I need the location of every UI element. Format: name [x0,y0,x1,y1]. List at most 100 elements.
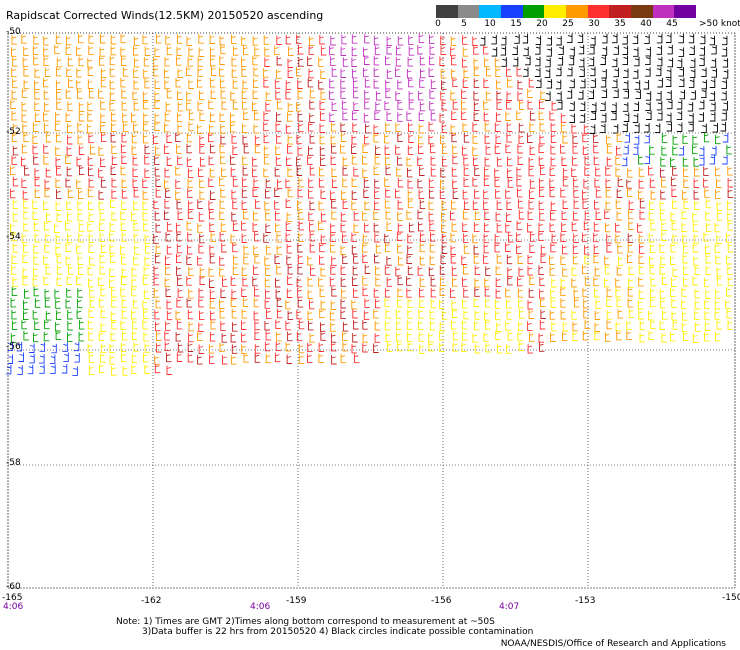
wind-barb [342,199,349,210]
wind-barb [29,353,35,364]
wind-barb [187,309,194,320]
wind-barb [716,201,723,211]
wind-barb [242,135,248,145]
wind-barb [656,100,663,111]
wind-barb [430,232,436,242]
wind-barb [406,332,413,342]
wind-barb [529,179,536,189]
wind-barb [176,144,182,154]
colorbar-swatch [587,5,610,18]
wind-barb [144,343,151,353]
wind-barb [716,320,722,330]
wind-barb [562,199,569,209]
wind-barb [143,266,150,276]
wind-barb [353,167,359,177]
wind-barb [307,342,313,353]
wind-barb [142,275,149,286]
wind-barb [418,111,425,121]
wind-barb [77,211,83,222]
wind-barb [353,288,359,298]
wind-barb [483,78,489,88]
wind-barb [307,310,313,321]
wind-barb [617,309,624,319]
wind-barb [341,100,348,110]
wind-barb [187,168,194,178]
wind-barb [727,166,733,176]
wind-barb [474,344,481,354]
wind-barb [188,200,194,211]
wind-barb [650,276,656,287]
wind-barb [660,157,666,167]
wind-barb [297,288,303,298]
wind-barb [634,56,640,67]
wind-barb [352,78,359,89]
wind-barb [384,265,391,275]
wind-barb [252,222,258,232]
wind-barb [408,35,414,45]
wind-barb [285,341,292,352]
wind-barb [164,341,171,352]
wind-barb [43,255,49,265]
wind-barb [518,309,525,319]
wind-barb [351,200,357,211]
wind-barb [529,122,535,132]
wind-barb [408,122,414,133]
wind-barb [721,90,727,101]
wind-barb [55,310,62,320]
wind-barb [186,276,192,286]
wind-barb [374,200,380,211]
wind-barb [396,332,402,342]
wind-barb [726,309,732,319]
wind-barb [252,157,258,167]
wind-barb [659,320,666,330]
wind-barb [514,34,520,44]
wind-barb [611,110,617,121]
wind-barb [462,277,468,287]
wind-barb [175,165,181,176]
wind-barb [659,243,665,253]
wind-barb [593,253,599,264]
wind-barb [12,212,19,222]
wind-barb [590,78,596,88]
wind-barb [600,123,606,134]
wind-barb [727,178,734,188]
wind-barb [66,166,73,177]
colorbar-tick-label: 45 [666,19,678,29]
wind-barb [362,47,369,57]
wind-barb [62,342,68,352]
wind-barb [650,288,656,298]
wind-barb [243,45,249,56]
wind-barb [485,145,492,155]
wind-barb [627,187,633,198]
wind-barb [199,144,205,154]
wind-barb [110,165,117,175]
wind-barb [199,135,205,145]
wind-barb [683,178,689,188]
wind-barb [241,123,248,133]
wind-barb [87,200,94,211]
wind-barb [602,33,608,44]
wind-barb [222,355,228,365]
wind-barb [32,122,39,132]
wind-barb [473,58,479,68]
wind-barb [572,331,578,342]
wind-barb [243,245,249,255]
wind-barb [153,66,159,77]
wind-barb [309,88,316,99]
wind-barb [297,89,304,99]
wind-barb [450,124,457,134]
wind-barb [655,66,662,77]
wind-barb [351,343,357,354]
wind-barb [407,179,413,189]
wind-barb [241,332,247,343]
wind-barb [451,110,457,120]
wind-barb [55,330,62,341]
wind-barb [485,266,491,276]
wind-barb [99,363,105,374]
wind-barb [495,112,502,122]
wind-barb [605,178,611,188]
wind-barb [701,123,707,134]
wind-barb [418,221,424,232]
wind-barb [420,68,426,79]
wind-barb [474,278,480,288]
